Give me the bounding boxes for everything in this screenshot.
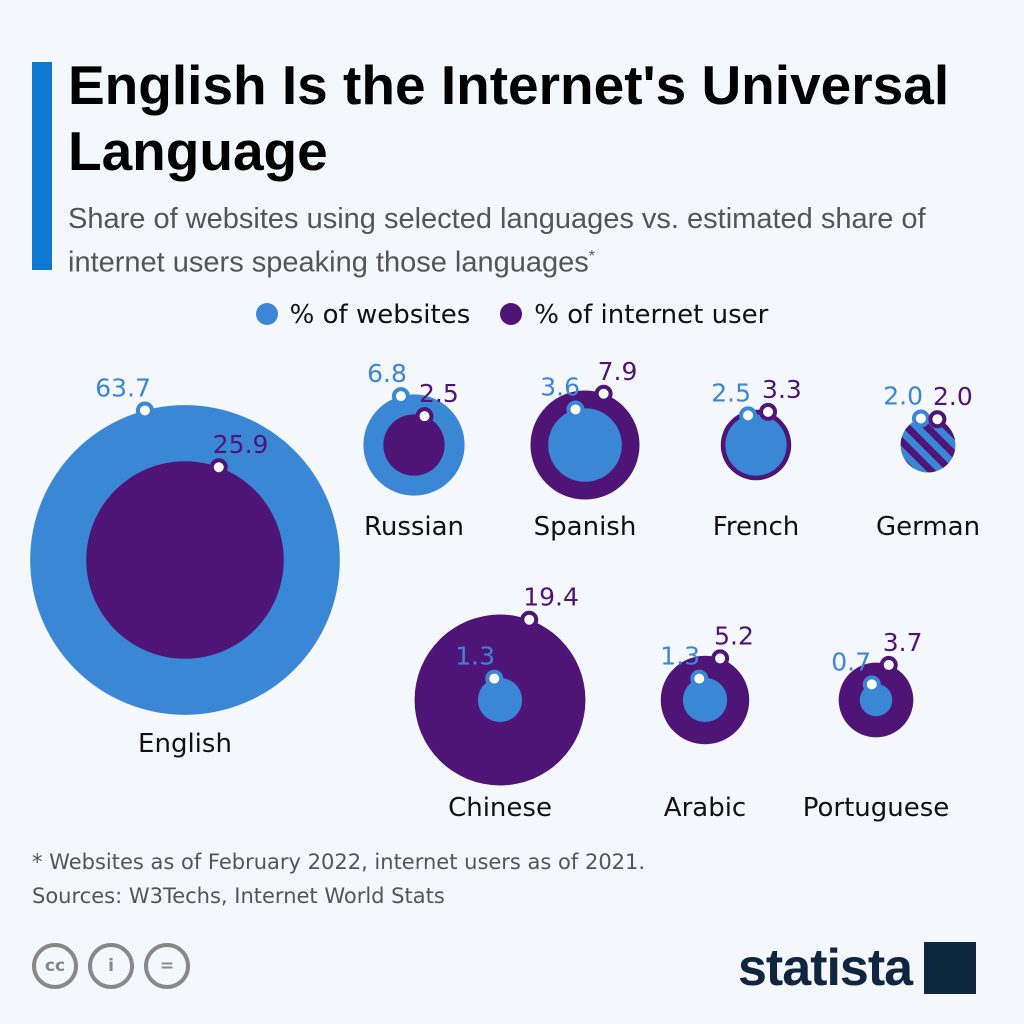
sources-text: Sources: W3Techs, Internet World Stats (32, 884, 445, 908)
legend-item-users: % of internet user (500, 300, 768, 330)
value-label-russian-websites: 6.8 (367, 359, 407, 388)
marker-arabic-websites (690, 669, 709, 688)
footnote-mark: * (588, 248, 595, 265)
value-label-french-users: 3.3 (762, 375, 802, 404)
category-label-arabic: Arabic (664, 793, 746, 823)
no-derivatives-icon[interactable]: = (144, 943, 190, 989)
value-label-russian-users: 2.5 (419, 379, 459, 408)
marker-spanish-websites (566, 400, 585, 419)
marker-german-users (928, 410, 947, 429)
footnote: * Websites as of February 2022, internet… (32, 845, 645, 913)
marker-german-websites (911, 409, 930, 428)
category-label-portuguese: Portuguese (803, 793, 950, 823)
marker-portuguese-users (879, 655, 898, 674)
marker-russian-users (415, 407, 434, 426)
legend-item-websites: % of websites (255, 300, 471, 330)
value-label-arabic-users: 5.2 (714, 621, 754, 650)
license-icons: cc i = (32, 943, 190, 989)
subtitle-text: Share of websites using selected languag… (68, 203, 926, 279)
footnote-text: * Websites as of February 2022, internet… (32, 850, 646, 874)
marker-arabic-users (711, 649, 730, 668)
category-label-chinese: Chinese (448, 793, 552, 823)
marker-spanish-users (594, 384, 613, 403)
statista-logo[interactable]: statista (738, 938, 977, 998)
marker-chinese-users (520, 610, 539, 629)
legend-label: % of websites (289, 300, 471, 330)
value-label-spanish-websites: 3.6 (540, 372, 580, 401)
marker-english-users (209, 458, 228, 477)
category-label-french: French (713, 512, 799, 542)
attribution-icon[interactable]: i (88, 943, 134, 989)
category-label-spanish: Spanish (534, 512, 637, 542)
marker-english-websites (135, 401, 154, 420)
value-label-portuguese-websites: 0.7 (831, 647, 871, 676)
value-label-portuguese-users: 3.7 (883, 628, 923, 657)
value-label-spanish-users: 7.9 (598, 357, 638, 386)
value-label-english-websites: 63.7 (95, 373, 151, 402)
marker-french-users (759, 402, 778, 421)
value-label-chinese-websites: 1.3 (455, 642, 495, 671)
legend-swatch-websites (255, 303, 278, 325)
bubble-russian-users (383, 414, 445, 476)
legend-label: % of internet user (534, 300, 769, 330)
marker-french-websites (739, 406, 758, 425)
bubble-arabic-websites (682, 677, 728, 723)
bubble-french-websites (725, 414, 787, 476)
value-label-english-users: 25.9 (213, 430, 269, 459)
legend: % of websites % of internet user (0, 300, 1024, 330)
bubble-chinese-websites (477, 677, 523, 723)
marker-russian-websites (391, 387, 410, 406)
category-label-english: English (138, 729, 232, 759)
value-label-french-websites: 2.5 (711, 378, 751, 407)
marker-chinese-websites (485, 669, 504, 688)
category-label-german: German (876, 512, 980, 542)
statista-logo-mark (924, 942, 977, 994)
value-label-chinese-users: 19.4 (523, 583, 579, 612)
marker-portuguese-websites (862, 675, 881, 694)
logo-text: statista (738, 939, 913, 997)
value-label-german-websites: 2.0 (883, 381, 923, 410)
cc-icon[interactable]: cc (32, 943, 78, 989)
bubble-spanish-websites (548, 408, 622, 482)
value-label-arabic-websites: 1.3 (660, 642, 700, 671)
category-label-russian: Russian (364, 512, 464, 542)
bubble-english-users (86, 461, 284, 659)
legend-swatch-users (500, 303, 523, 325)
page-title: English Is the Internet's Universal Lang… (68, 54, 950, 182)
accent-bar (32, 62, 52, 270)
bubble-german-equal (900, 417, 956, 473)
value-label-german-users: 2.0 (933, 382, 973, 411)
subtitle: Share of websites using selected languag… (68, 200, 968, 282)
